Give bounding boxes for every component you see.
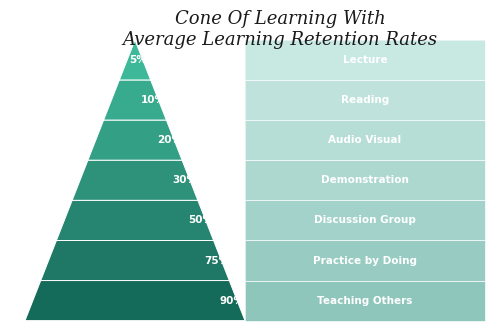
Text: 10%: 10% xyxy=(141,95,166,105)
Text: Discussion Group: Discussion Group xyxy=(314,215,416,225)
Polygon shape xyxy=(245,200,485,240)
Text: 5%: 5% xyxy=(129,55,146,65)
Text: Audio Visual: Audio Visual xyxy=(328,135,402,145)
Polygon shape xyxy=(25,281,245,321)
Text: 90%: 90% xyxy=(220,296,244,306)
Polygon shape xyxy=(245,40,485,80)
Polygon shape xyxy=(245,281,485,321)
Polygon shape xyxy=(56,200,214,240)
Polygon shape xyxy=(245,120,485,160)
Text: Teaching Others: Teaching Others xyxy=(318,296,412,306)
Polygon shape xyxy=(72,160,198,200)
Polygon shape xyxy=(40,240,230,281)
Text: 30%: 30% xyxy=(172,175,198,185)
Polygon shape xyxy=(88,120,182,160)
Bar xyxy=(245,40,485,321)
Text: Demonstration: Demonstration xyxy=(321,175,409,185)
Text: Reading: Reading xyxy=(341,95,389,105)
Polygon shape xyxy=(120,40,150,80)
Text: Lecture: Lecture xyxy=(342,55,388,65)
Polygon shape xyxy=(135,40,245,321)
Polygon shape xyxy=(245,80,485,120)
Polygon shape xyxy=(104,80,166,120)
Text: Practice by Doing: Practice by Doing xyxy=(313,256,417,266)
Polygon shape xyxy=(245,160,485,200)
Polygon shape xyxy=(245,240,485,281)
Text: 50%: 50% xyxy=(188,215,213,225)
Text: 20%: 20% xyxy=(157,135,182,145)
Text: Cone Of Learning With
Average Learning Retention Rates: Cone Of Learning With Average Learning R… xyxy=(122,10,438,49)
Text: 75%: 75% xyxy=(204,256,229,266)
